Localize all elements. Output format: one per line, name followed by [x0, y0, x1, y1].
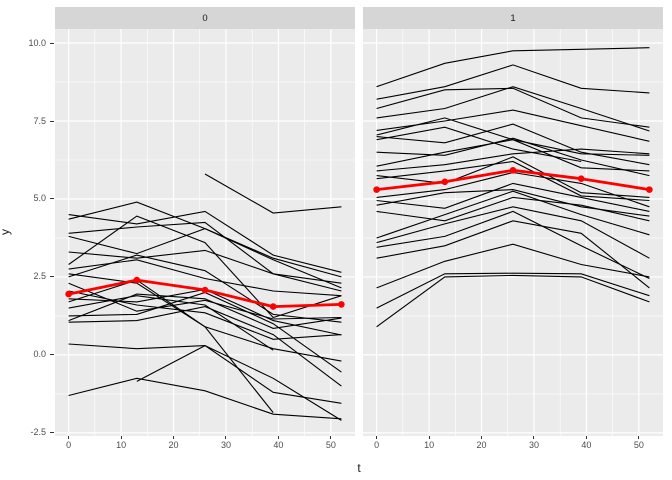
x-tick-label: 10	[116, 440, 127, 450]
x-tick-label: 40	[273, 440, 284, 450]
x-tick-mark	[277, 436, 279, 439]
x-tick-mark	[638, 436, 640, 439]
facet-strip-label-1: 1	[510, 12, 516, 24]
x-tick-mark	[376, 436, 378, 439]
x-tick-mark	[68, 436, 70, 439]
x-tick-labels-0: 0 10 20 30 40 50	[55, 440, 355, 452]
y-tick-label: 5.0	[33, 193, 46, 204]
y-tick-label: 2.5	[33, 271, 46, 282]
x-ticks-1	[363, 436, 663, 439]
y-tick-mark	[50, 276, 54, 278]
y-tick-mark	[50, 120, 54, 122]
y-axis: 10.0 7.5 5.0 2.5 0.0 -2.5	[0, 29, 55, 438]
x-tick-label: 40	[581, 440, 592, 450]
y-tick-mark	[50, 354, 54, 356]
y-tick-label: 7.5	[33, 115, 46, 126]
y-tick-label: 10.0	[28, 37, 46, 48]
facet-strip-1: 1	[363, 7, 663, 29]
y-tick-label: -2.5	[30, 427, 46, 438]
x-tick-label: 30	[220, 440, 231, 450]
x-tick-mark	[481, 436, 483, 439]
x-tick-label: 30	[528, 440, 539, 450]
facet-0: 0 0 10 20 30 40 50	[55, 7, 355, 450]
y-tick-mark	[50, 198, 54, 200]
y-tick-mark	[50, 432, 54, 434]
panel-svg-0	[55, 29, 355, 436]
x-tick-mark	[120, 436, 122, 439]
x-axis-title: t	[357, 461, 361, 475]
y-tick-label: 0.0	[33, 349, 46, 360]
x-tick-label: 50	[325, 440, 336, 450]
x-tick-mark	[173, 436, 175, 439]
x-tick-mark	[225, 436, 227, 439]
x-tick-mark	[533, 436, 535, 439]
y-tick-mark	[50, 42, 54, 44]
x-tick-label: 20	[168, 440, 179, 450]
x-tick-mark	[330, 436, 332, 439]
x-tick-labels-1: 0 10 20 30 40 50	[363, 440, 663, 452]
x-tick-label: 50	[633, 440, 644, 450]
x-tick-mark	[428, 436, 430, 439]
x-tick-label: 10	[424, 440, 435, 450]
x-ticks-0	[55, 436, 355, 439]
x-tick-mark	[585, 436, 587, 439]
panel-svg-1	[363, 29, 663, 436]
x-tick-label: 0	[374, 440, 380, 450]
x-tick-label: 0	[66, 440, 72, 450]
facet-1: 1 0 10 20 30 40 50	[363, 7, 663, 450]
facet-strip-0: 0	[55, 7, 355, 29]
facet-strip-label-0: 0	[202, 12, 208, 24]
x-tick-label: 20	[476, 440, 487, 450]
